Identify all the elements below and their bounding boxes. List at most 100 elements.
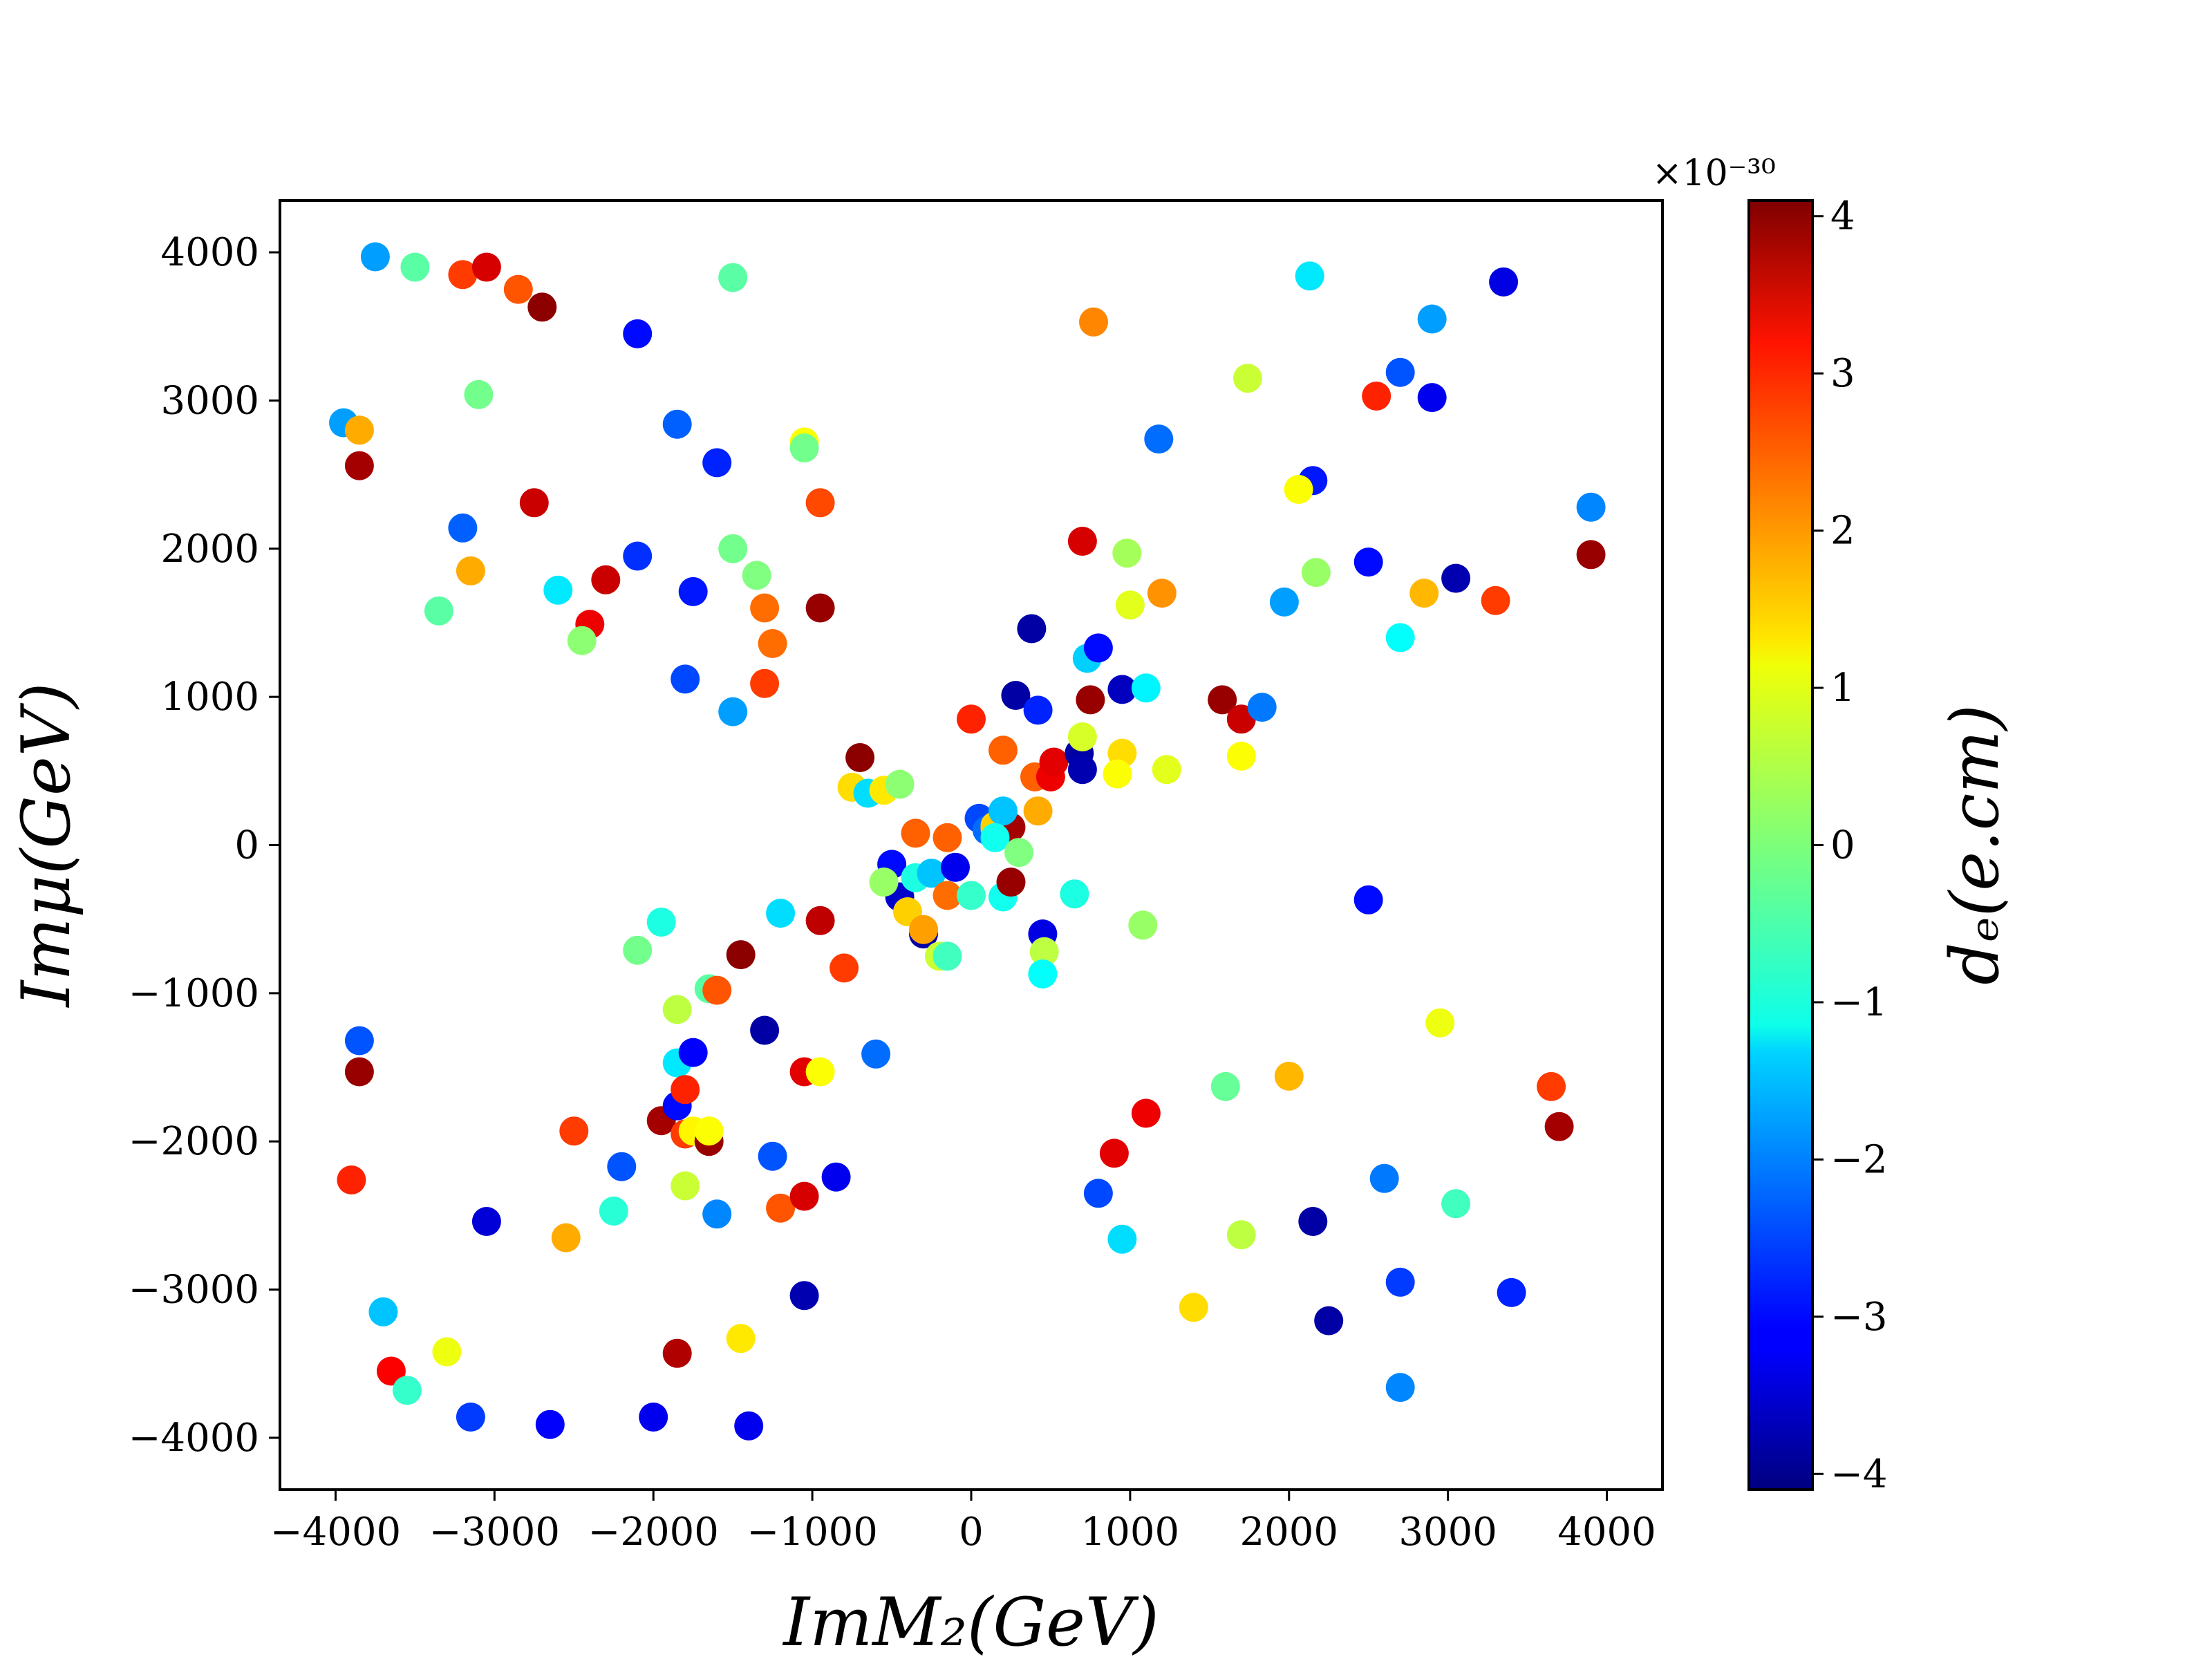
data-point [1028,959,1058,988]
data-point [392,1376,422,1405]
data-point [337,1165,366,1194]
x-tick-label: 0 [959,1510,984,1555]
colorbar [1747,199,1814,1491]
data-point [344,415,374,445]
data-point [750,1015,780,1045]
scatter-points [329,242,1606,1441]
data-point [901,818,930,848]
data-point [1023,796,1053,826]
y-tick-label: −2000 [129,1119,259,1164]
data-point [424,596,453,626]
data-point [1152,755,1181,785]
data-point [821,1162,851,1192]
data-point [1067,755,1097,785]
data-point [671,664,700,694]
data-point [623,319,653,348]
data-point [766,1193,796,1223]
data-point [1441,1189,1471,1219]
data-point [941,852,970,882]
data-point [1417,383,1447,413]
data-point [671,1075,700,1105]
colorbar-tick-label: 1 [1830,666,1855,711]
data-point [718,263,748,292]
data-point [1131,673,1161,703]
data-point [503,274,533,304]
data-point [1362,382,1391,411]
data-point [1226,741,1256,771]
data-point [678,1038,708,1067]
data-point [1385,1373,1415,1403]
data-point [758,1141,787,1171]
data-point [805,1057,835,1087]
data-point [1497,1277,1526,1307]
x-axis-title: ImM₂(GeV) [782,1584,1159,1659]
data-point [543,575,573,605]
data-point [702,1199,732,1229]
data-point [1274,1061,1304,1091]
data-point [432,1337,462,1367]
data-point [456,1403,485,1432]
x-tick-label: −3000 [429,1510,560,1555]
data-point [766,899,796,928]
data-point [1385,357,1415,387]
data-point [344,1026,374,1056]
data-point [671,1171,700,1201]
data-point [662,1338,692,1368]
colorbar-tick-label: 4 [1830,194,1855,239]
data-point [1298,1207,1328,1236]
data-point [1369,1163,1399,1193]
data-point [1481,585,1510,615]
data-point [344,1057,374,1087]
data-point [448,513,478,543]
data-point [1023,695,1053,725]
data-point [1112,538,1142,568]
data-point [662,409,692,439]
data-point [607,1152,637,1181]
y-tick-label: −1000 [129,971,259,1016]
x-tick-label: 1000 [1081,1510,1180,1555]
colorbar-tick-label: 0 [1830,823,1855,868]
data-point [1210,1071,1240,1101]
data-point [750,668,780,698]
data-point [1099,1138,1129,1168]
data-point [1537,1071,1566,1101]
data-point [1001,681,1031,710]
data-point [1301,558,1331,588]
data-point [1079,307,1108,337]
data-point [456,556,485,585]
data-point [1489,267,1519,297]
data-point [1409,579,1439,608]
data-point [1385,623,1415,653]
colorbar-tick-label: −3 [1830,1295,1888,1340]
data-point [805,593,835,623]
data-point [535,1409,565,1439]
data-point [758,629,787,658]
data-point [471,1207,501,1236]
data-point [718,534,748,563]
data-point [448,260,478,290]
data-point [957,704,986,734]
data-point [702,975,732,1005]
data-point [1067,527,1097,556]
colorbar-tick-label: 2 [1830,509,1855,554]
data-point [845,743,875,772]
x-tick-label: −2000 [588,1510,719,1555]
data-point [734,1411,764,1441]
data-point [1115,590,1145,620]
data-point [1179,1293,1208,1322]
data-point [957,881,986,910]
data-point [1103,759,1132,789]
y-tick-label: −4000 [129,1416,259,1461]
data-point [464,379,494,409]
data-point [1131,1098,1161,1128]
data-point [1233,364,1262,393]
data-point [1208,685,1237,715]
data-point [1269,587,1299,617]
data-point [917,859,946,888]
data-point [1425,1008,1455,1038]
data-point [750,593,780,623]
data-point [1314,1306,1344,1335]
data-point [718,697,748,727]
data-point [932,881,962,910]
